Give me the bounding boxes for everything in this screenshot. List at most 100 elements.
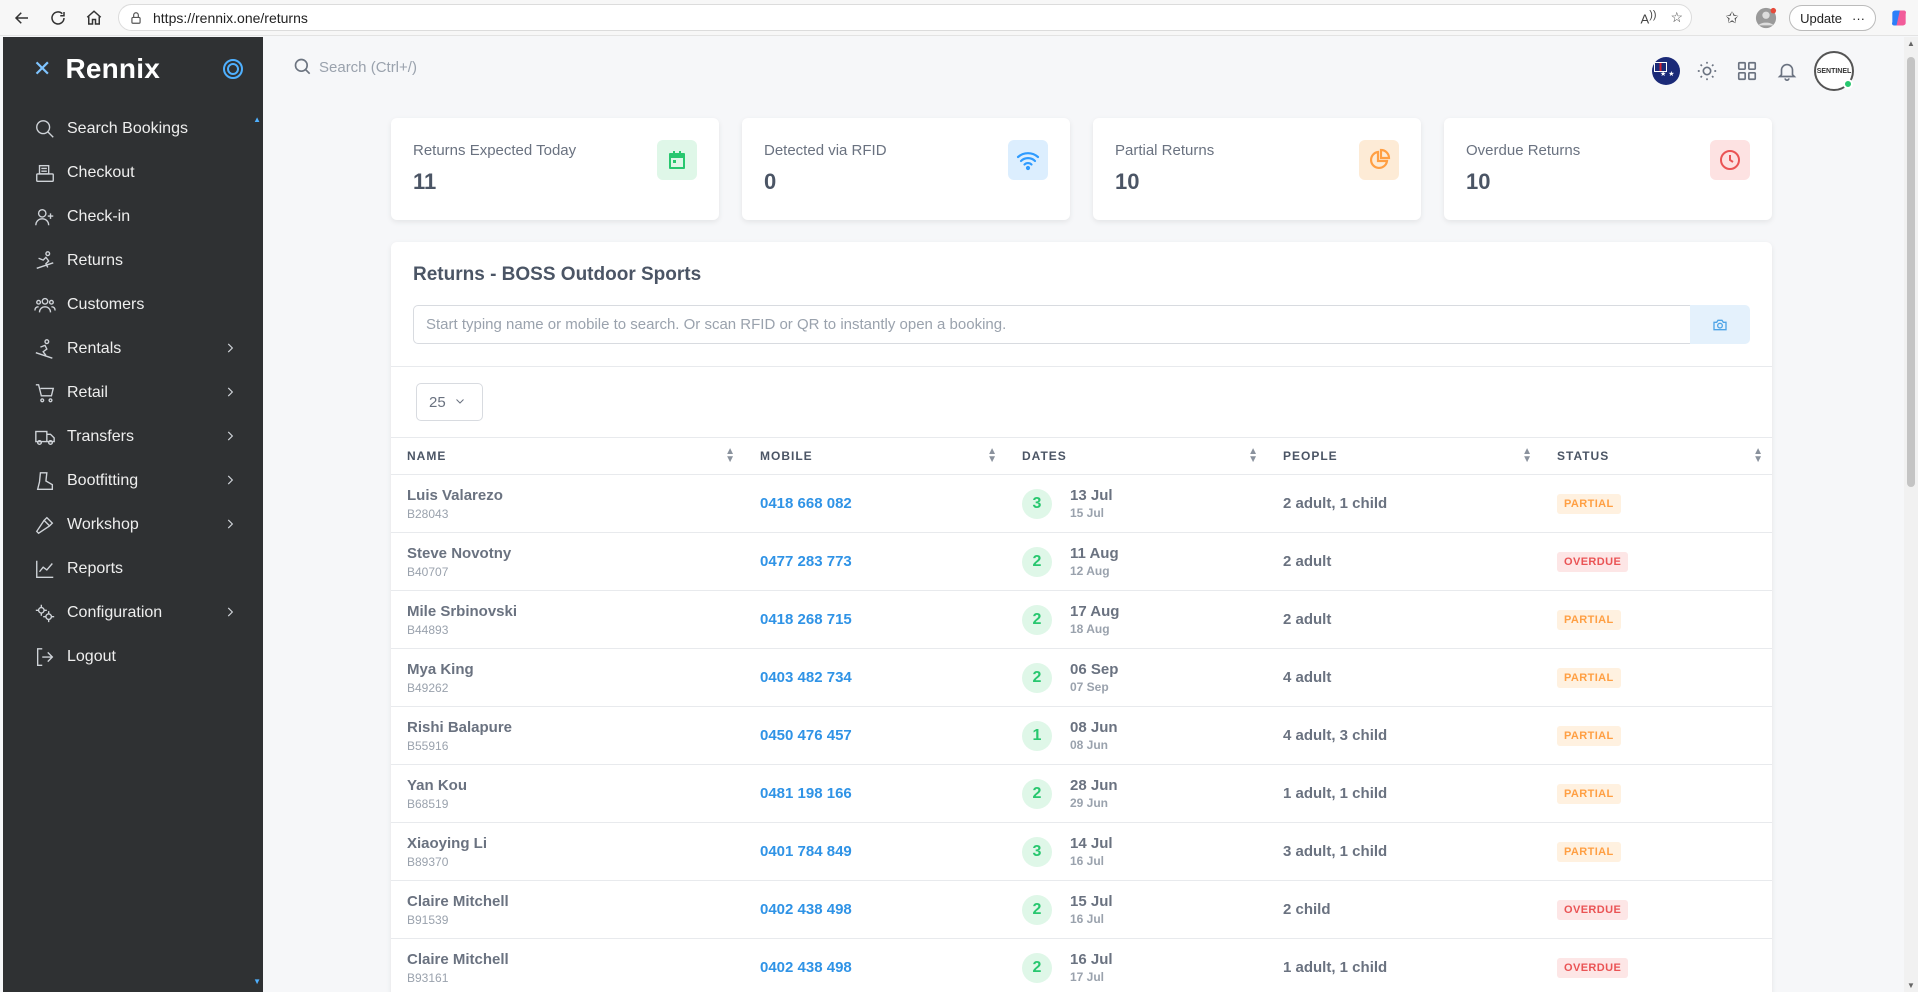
sidebar-item-check-in[interactable]: Check-in bbox=[3, 195, 263, 239]
sidebar-item-workshop[interactable]: Workshop bbox=[3, 503, 263, 547]
mobile-link[interactable]: 0403 482 734 bbox=[760, 668, 852, 686]
people-count: 2 adult bbox=[1283, 610, 1332, 628]
table-row[interactable]: Yan Kou B68519 0481 198 166 2 28 Jun 29 Jun 1 … bbox=[391, 764, 1772, 823]
people-cell: 4 adult, 3 child bbox=[1267, 706, 1541, 765]
table-row[interactable]: Steve Novotny B40707 0477 283 773 2 11 Aug 12… bbox=[391, 532, 1772, 591]
sort-icon[interactable]: ▲ ▼ bbox=[987, 446, 998, 465]
stat-label: Detected via RFID bbox=[764, 142, 887, 159]
table-row[interactable]: Luis Valarezo B28043 0418 668 082 3 13 Jul 15… bbox=[391, 474, 1772, 533]
address-bar[interactable]: https://rennix.one/returns A)) ☆ bbox=[118, 4, 1692, 31]
column-header-label: STATUS bbox=[1557, 449, 1610, 463]
page-scrollbar[interactable]: ▲ ▼ bbox=[1904, 37, 1918, 992]
sort-icon[interactable]: ▲ ▼ bbox=[1248, 446, 1259, 465]
stat-value: 0 bbox=[764, 169, 777, 194]
chevron-right-icon bbox=[223, 473, 237, 492]
sidebar-item-transfers[interactable]: Transfers bbox=[3, 415, 263, 459]
customer-name[interactable]: Luis Valarezo bbox=[407, 486, 503, 504]
sidebar-item-returns[interactable]: Returns bbox=[3, 239, 263, 283]
sidebar-item-retail[interactable]: Retail bbox=[3, 371, 263, 415]
sort-icon[interactable]: ▲ ▼ bbox=[1753, 446, 1764, 465]
sidebar-scroll-up-icon[interactable]: ▲ bbox=[253, 115, 261, 124]
mobile-link[interactable]: 0418 268 715 bbox=[760, 610, 852, 628]
customer-name[interactable]: Mile Srbinovski bbox=[407, 602, 518, 620]
mobile-link[interactable]: 0401 784 849 bbox=[760, 842, 852, 860]
start-date: 15 Jul bbox=[1070, 893, 1113, 910]
sidebar-item-label: Transfers bbox=[67, 428, 134, 445]
status-cell: OVERDUE bbox=[1541, 938, 1772, 992]
sidebar-item-checkout[interactable]: Checkout bbox=[3, 151, 263, 195]
column-header-dates[interactable]: DATES ▲ ▼ bbox=[1006, 437, 1267, 475]
mobile-cell: 0418 268 715 bbox=[744, 590, 1006, 649]
customer-name[interactable]: Claire Mitchell bbox=[407, 892, 509, 910]
table-row[interactable]: Xiaoying Li B89370 0401 784 849 3 14 Jul 16 J… bbox=[391, 822, 1772, 881]
booking-code: B40707 bbox=[407, 564, 449, 579]
close-menu-icon[interactable]: ✕ bbox=[33, 56, 52, 81]
sidebar-item-search-bookings[interactable]: Search Bookings bbox=[3, 107, 263, 151]
mobile-link[interactable]: 0481 198 166 bbox=[760, 784, 852, 802]
table-row[interactable]: Claire Mitchell B93161 0402 438 498 2 16 Jul… bbox=[391, 938, 1772, 992]
column-header-people[interactable]: PEOPLE ▲ ▼ bbox=[1267, 437, 1541, 475]
pin-sidebar-icon[interactable] bbox=[223, 59, 243, 79]
sun-icon[interactable] bbox=[1694, 58, 1720, 84]
sidebar-item-reports[interactable]: Reports bbox=[3, 547, 263, 591]
mobile-link[interactable]: 0402 438 498 bbox=[760, 900, 852, 918]
sort-icon[interactable]: ▲ ▼ bbox=[725, 446, 736, 465]
profile-icon[interactable] bbox=[1755, 7, 1777, 29]
global-search[interactable]: Search (Ctrl+/) bbox=[293, 57, 417, 77]
sidebar-scroll-down-icon[interactable]: ▼ bbox=[253, 977, 261, 986]
stat-card-returns-expected: Returns Expected Today 11 bbox=[391, 118, 719, 220]
table-row[interactable]: Mile Srbinovski B44893 0418 268 715 2 17 Aug… bbox=[391, 590, 1772, 649]
table-row[interactable]: Rishi Balapure B55916 0450 476 457 1 08 Jun 0… bbox=[391, 706, 1772, 765]
chevron-right-icon bbox=[223, 385, 237, 404]
scroll-up-icon[interactable]: ▲ bbox=[1907, 39, 1915, 48]
mobile-link[interactable]: 0402 438 498 bbox=[760, 958, 852, 976]
chart-line-icon bbox=[33, 557, 57, 581]
mobile-link[interactable]: 0418 668 082 bbox=[760, 494, 852, 512]
status-badge: PARTIAL bbox=[1557, 841, 1621, 862]
column-header-status[interactable]: STATUS ▲ ▼ bbox=[1541, 437, 1772, 475]
more-icon[interactable]: ··· bbox=[1852, 10, 1865, 26]
customer-name[interactable]: Mya King bbox=[407, 660, 474, 678]
column-header-mobile[interactable]: MOBILE ▲ ▼ bbox=[744, 437, 1006, 475]
name-cell: Mya King B49262 bbox=[391, 648, 744, 707]
scroll-down-icon[interactable]: ▼ bbox=[1907, 981, 1915, 990]
apps-grid-icon[interactable] bbox=[1734, 58, 1760, 84]
home-icon[interactable] bbox=[80, 4, 108, 32]
page-size-select[interactable]: 25 bbox=[416, 383, 483, 421]
people-count: 2 child bbox=[1283, 900, 1331, 918]
favorite-star-icon[interactable]: ☆ bbox=[1670, 9, 1683, 25]
booking-search-input[interactable] bbox=[413, 305, 1690, 344]
table-row[interactable]: Claire Mitchell B91539 0402 438 498 2 15 Jul… bbox=[391, 880, 1772, 939]
sidebar-item-logout[interactable]: Logout bbox=[3, 635, 263, 679]
language-flag-icon[interactable] bbox=[1652, 57, 1680, 85]
customer-name[interactable]: Xiaoying Li bbox=[407, 834, 488, 852]
sidebar-item-rentals[interactable]: Rentals bbox=[3, 327, 263, 371]
sidebar-item-bootfitting[interactable]: Bootfitting bbox=[3, 459, 263, 503]
avatar[interactable]: SENTINEL bbox=[1814, 51, 1854, 91]
customer-name[interactable]: Steve Novotny bbox=[407, 544, 512, 562]
stat-label: Returns Expected Today bbox=[413, 142, 577, 159]
favorites-icon[interactable]: ✩ bbox=[1725, 10, 1739, 27]
sidebar-item-label: Configuration bbox=[67, 604, 163, 621]
sidebar-item-configuration[interactable]: Configuration bbox=[3, 591, 263, 635]
table-row[interactable]: Mya King B49262 0403 482 734 2 06 Sep 07 Sep 4… bbox=[391, 648, 1772, 707]
column-header-name[interactable]: NAME ▲ ▼ bbox=[391, 437, 744, 475]
update-button[interactable]: Update ··· bbox=[1789, 5, 1876, 31]
customer-name[interactable]: Rishi Balapure bbox=[407, 718, 513, 736]
status-cell: PARTIAL bbox=[1541, 648, 1772, 707]
sidebar-item-customers[interactable]: Customers bbox=[3, 283, 263, 327]
customer-name[interactable]: Yan Kou bbox=[407, 776, 468, 794]
sort-icon[interactable]: ▲ ▼ bbox=[1522, 446, 1533, 465]
bell-icon[interactable] bbox=[1774, 58, 1800, 84]
scan-button[interactable] bbox=[1690, 305, 1750, 344]
refresh-icon[interactable] bbox=[44, 4, 72, 32]
customer-name[interactable]: Claire Mitchell bbox=[407, 950, 509, 968]
mobile-link[interactable]: 0477 283 773 bbox=[760, 552, 852, 570]
back-icon[interactable] bbox=[8, 4, 36, 32]
read-aloud-icon[interactable]: A)) bbox=[1640, 9, 1657, 27]
mobile-link[interactable]: 0450 476 457 bbox=[760, 726, 852, 744]
global-search-placeholder: Search (Ctrl+/) bbox=[319, 58, 417, 76]
wifi-icon bbox=[1008, 140, 1048, 180]
copilot-icon[interactable] bbox=[1888, 7, 1910, 29]
scrollbar-thumb[interactable] bbox=[1907, 57, 1915, 487]
